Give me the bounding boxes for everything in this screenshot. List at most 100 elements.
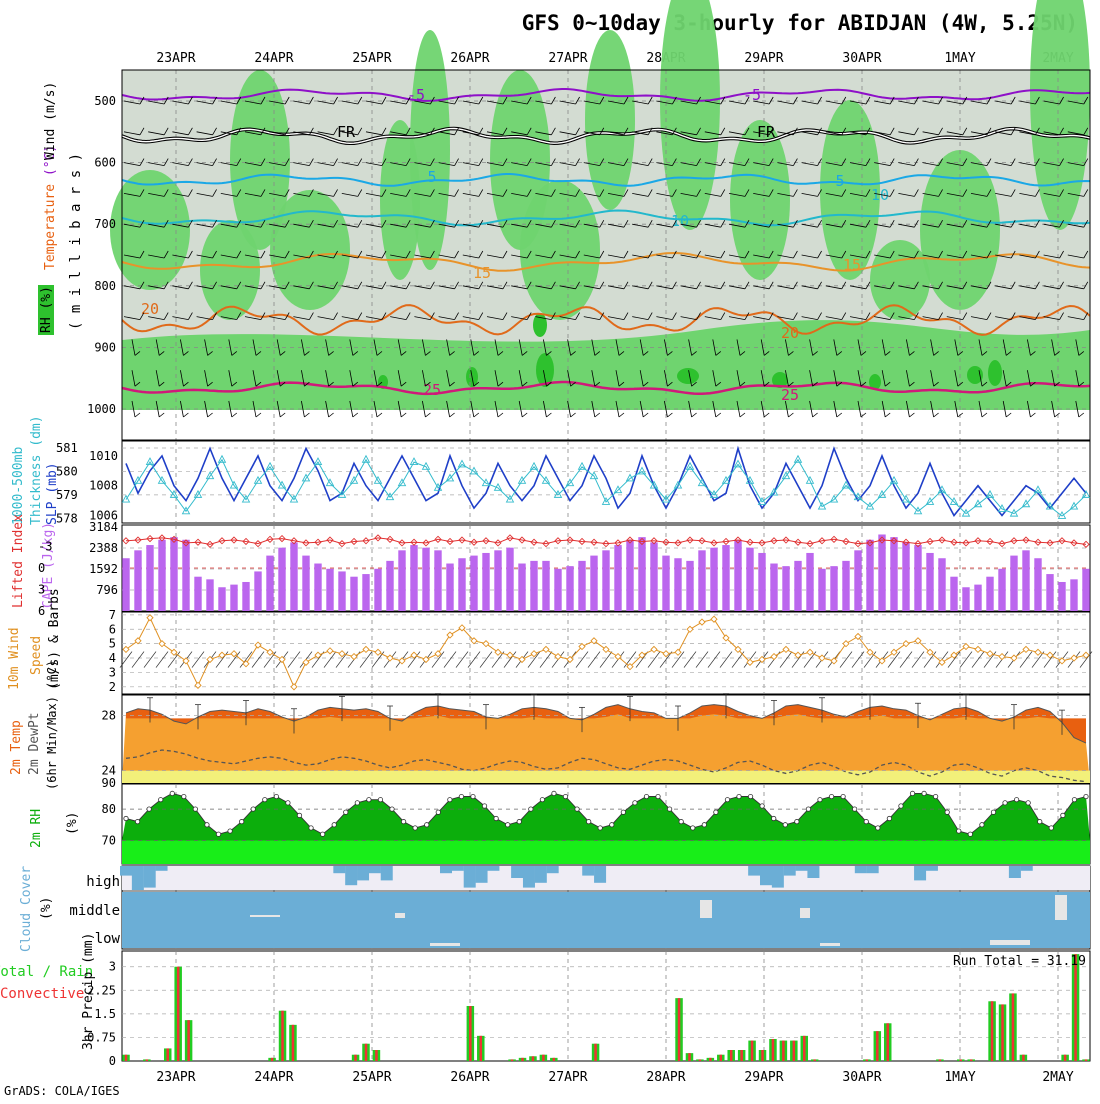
temp2m-tick-label: 28 <box>102 709 116 723</box>
wind-barb <box>801 162 818 166</box>
wind-barb <box>148 131 165 136</box>
wind-barb-flag <box>957 412 964 418</box>
wind-barb <box>511 193 528 197</box>
wind-barb <box>607 254 625 259</box>
cloud-high-bar <box>451 866 464 871</box>
rh2m-point <box>308 825 314 831</box>
wind10-speed-point <box>122 645 130 654</box>
wind-barb-flag <box>841 96 847 105</box>
wind-barb-flag <box>1059 158 1064 166</box>
rh2m-point <box>169 790 175 797</box>
wind-barb-flag <box>744 158 750 166</box>
thickness-point <box>193 489 203 498</box>
precip-convective-bar <box>771 1039 775 1061</box>
wind-barb-flag <box>793 250 798 259</box>
rh-moist-blob <box>200 220 260 320</box>
wind-barb-flag <box>236 312 242 320</box>
wind-barb <box>680 254 697 259</box>
wind10-barb <box>695 651 709 668</box>
wind-barb-flag <box>696 281 701 289</box>
wind10-speed-point <box>1058 657 1066 665</box>
cape-bar <box>602 550 610 611</box>
wind-barb-flag <box>672 312 677 320</box>
wind-barb <box>922 100 939 105</box>
convective-blob <box>677 368 699 384</box>
wind-barb <box>849 254 867 259</box>
cape-bar <box>566 566 574 611</box>
thickness-point <box>181 506 191 515</box>
convective-blob <box>869 374 881 390</box>
wind-barb-flag <box>841 312 847 320</box>
wind-barb <box>1067 223 1084 228</box>
wind-axis-label: Wind (m/s) <box>43 82 58 160</box>
wind-barb <box>196 162 213 166</box>
rh2m-point <box>759 803 765 809</box>
wind-barb <box>1019 316 1036 320</box>
cape-axis-label: CAPE (J/kg) <box>41 522 56 608</box>
contour-label: 25 <box>423 381 441 399</box>
wind-barb <box>785 339 789 356</box>
wind10-barb <box>683 651 697 668</box>
wind-barb-flag <box>1010 250 1016 259</box>
wind-barb-flag <box>188 96 193 105</box>
wind-barb-flag <box>933 381 939 387</box>
thickness-point <box>517 475 527 484</box>
wind10-barb <box>503 651 517 668</box>
wind-barb <box>535 193 552 197</box>
rh2m-point <box>898 803 904 809</box>
lifted-index-point <box>902 538 910 546</box>
lifted-index-point <box>794 538 802 546</box>
wind-barb <box>1019 193 1036 197</box>
wind-barb-flag <box>793 158 798 166</box>
rh2m-point <box>412 825 418 831</box>
wind-barb <box>373 339 378 356</box>
wind-barb-flag <box>231 381 238 387</box>
lifted-index-point <box>1010 537 1018 545</box>
wind-barb <box>252 400 257 418</box>
rh-moist-blob <box>270 190 350 310</box>
wind-barb <box>809 400 813 418</box>
wind-barb-flag <box>357 96 363 105</box>
cloud-high-bar <box>463 866 476 888</box>
cape-bar <box>302 555 310 611</box>
thickness-point <box>601 496 611 505</box>
wind-barb-flag <box>134 412 141 418</box>
wind-barb-flag <box>551 220 556 228</box>
cloud-high-bar <box>131 866 144 890</box>
rh2m-point <box>528 806 534 812</box>
thickness-point <box>661 494 671 503</box>
lifted-index-point <box>182 539 190 547</box>
wind-barb-flag <box>430 96 435 105</box>
wind-barb <box>995 162 1012 166</box>
wind-barb-flag <box>957 351 964 356</box>
wind-barb <box>833 400 838 418</box>
cape-bar <box>362 574 370 611</box>
wind-barb <box>543 400 547 418</box>
wind-barb-flag <box>381 250 387 259</box>
rh2m-unit-label: (%) <box>65 812 80 835</box>
cloud-level-label-middle: middle <box>69 903 120 919</box>
wind-barb <box>172 254 189 259</box>
wind-barb-flag <box>865 189 871 197</box>
thickness-point <box>793 454 803 463</box>
wind10-speed-point <box>590 637 598 645</box>
lifted-index-point <box>662 538 670 546</box>
wind10-speed-point <box>494 648 502 656</box>
thickness-tick-label: 578 <box>56 511 78 525</box>
lifted-index-point <box>218 537 226 545</box>
wind-barb <box>607 316 625 320</box>
wind-barb-flag <box>430 158 435 166</box>
cloud-mid-low-fill <box>122 892 1090 948</box>
wind-barb <box>946 223 963 228</box>
lifted-index-point <box>506 534 514 542</box>
wind-barb <box>397 339 402 356</box>
wind10-speed-point <box>542 645 550 654</box>
lifted-index-point <box>950 538 958 546</box>
rh2m-point <box>967 831 973 837</box>
rh2m-point <box>1014 797 1020 803</box>
wind-barb-flag <box>570 412 576 418</box>
wind10-speed-point <box>398 657 406 665</box>
wind-barb <box>1027 339 1031 356</box>
wind10-barb <box>911 651 925 668</box>
wind-barb-flag <box>255 351 262 356</box>
